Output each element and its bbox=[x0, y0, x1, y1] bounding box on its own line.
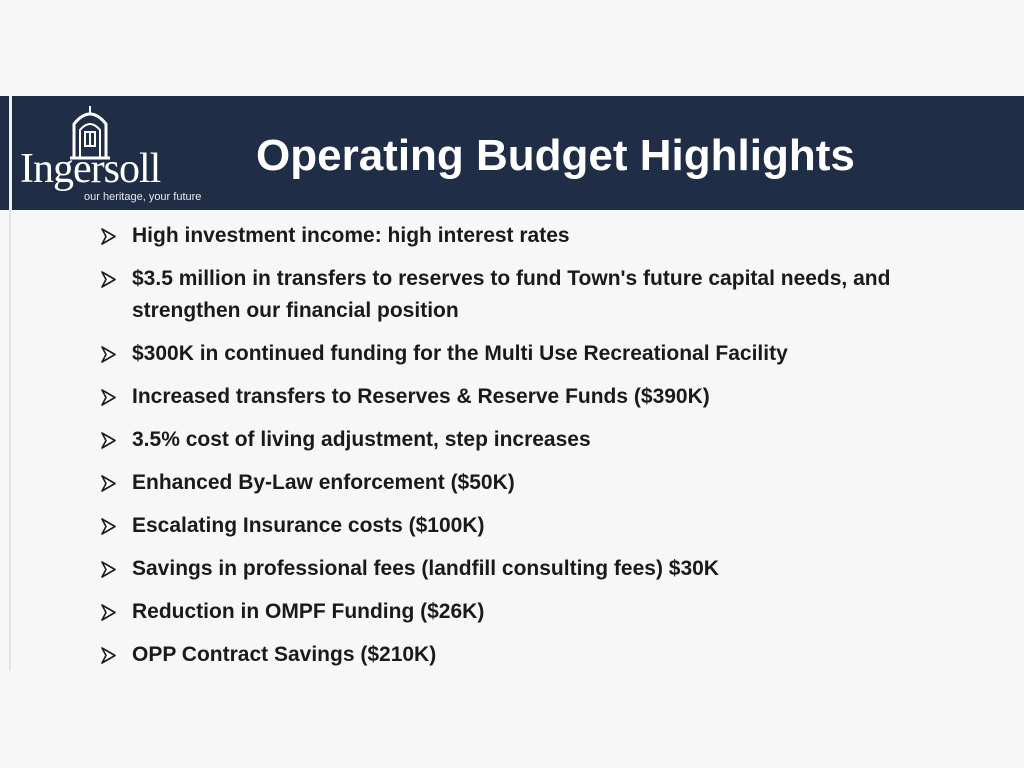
bullet-item: 3.5% cost of living adjustment, step inc… bbox=[98, 424, 898, 456]
bullet-item: Savings in professional fees (landfill c… bbox=[98, 553, 898, 585]
town-logo: Ingersoll our heritage, your future bbox=[20, 102, 220, 206]
arrow-bullet-icon bbox=[101, 518, 116, 535]
bullet-text: Savings in professional fees (landfill c… bbox=[132, 557, 719, 580]
arrow-bullet-icon bbox=[101, 647, 116, 664]
bullet-text: Increased transfers to Reserves & Reserv… bbox=[132, 385, 710, 408]
bullet-text: $3.5 million in transfers to reserves to… bbox=[132, 267, 891, 322]
page-title: Operating Budget Highlights bbox=[256, 131, 855, 180]
bullet-item: Increased transfers to Reserves & Reserv… bbox=[98, 381, 898, 413]
arrow-bullet-icon bbox=[101, 389, 116, 406]
bullet-item: $3.5 million in transfers to reserves to… bbox=[98, 263, 898, 327]
arrow-bullet-icon bbox=[101, 271, 116, 288]
arrow-bullet-icon bbox=[101, 346, 116, 363]
arrow-bullet-icon bbox=[101, 561, 116, 578]
bullet-list: High investment income: high interest ra… bbox=[98, 220, 898, 682]
logo-wordmark: Ingersoll bbox=[20, 146, 161, 192]
bullet-text: OPP Contract Savings ($210K) bbox=[132, 643, 437, 666]
arrow-bullet-icon bbox=[101, 475, 116, 492]
bullet-text: Reduction in OMPF Funding ($26K) bbox=[132, 600, 485, 623]
bullet-text: Escalating Insurance costs ($100K) bbox=[132, 514, 485, 537]
header-banner: Ingersoll our heritage, your future bbox=[0, 96, 1024, 210]
arrow-bullet-icon bbox=[101, 604, 116, 621]
tower-icon bbox=[70, 106, 110, 160]
arrow-bullet-icon bbox=[101, 228, 116, 245]
bullet-item: $300K in continued funding for the Multi… bbox=[98, 338, 898, 370]
bullet-text: High investment income: high interest ra… bbox=[132, 224, 570, 247]
bullet-text: Enhanced By-Law enforcement ($50K) bbox=[132, 471, 515, 494]
arrow-bullet-icon bbox=[101, 432, 116, 449]
bullet-item: Reduction in OMPF Funding ($26K) bbox=[98, 596, 898, 628]
banner-edge bbox=[9, 96, 12, 210]
bullet-item: Escalating Insurance costs ($100K) bbox=[98, 510, 898, 542]
bullet-text: 3.5% cost of living adjustment, step inc… bbox=[132, 428, 591, 451]
bullet-item: OPP Contract Savings ($210K) bbox=[98, 639, 898, 671]
logo-tagline: our heritage, your future bbox=[84, 191, 202, 203]
bullet-item: High investment income: high interest ra… bbox=[98, 220, 898, 252]
bullet-item: Enhanced By-Law enforcement ($50K) bbox=[98, 467, 898, 499]
left-rule bbox=[9, 96, 11, 671]
bullet-text: $300K in continued funding for the Multi… bbox=[132, 342, 788, 365]
